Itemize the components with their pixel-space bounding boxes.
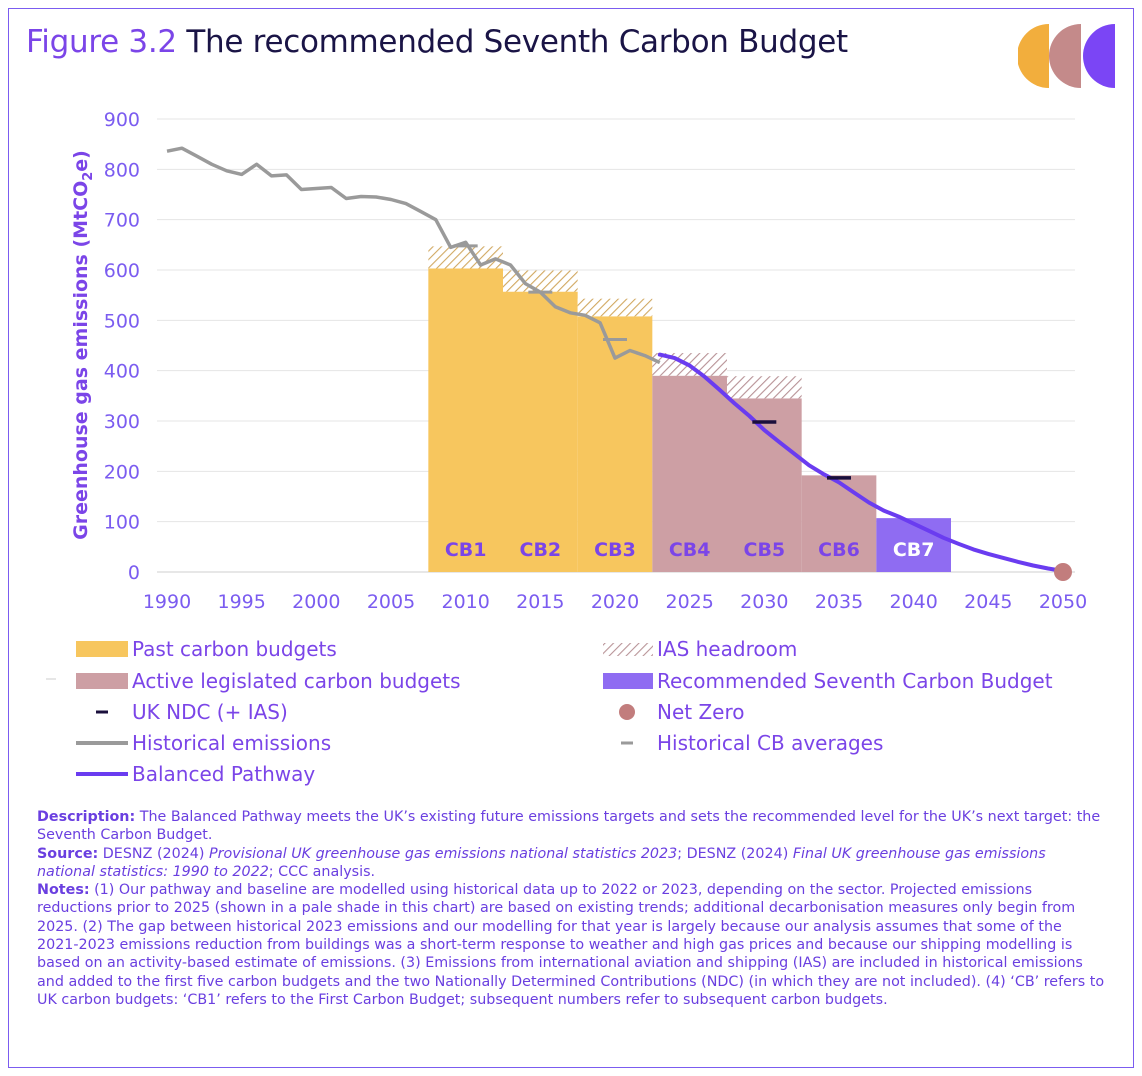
source-paragraph: Source: DESNZ (2024) Provisional UK gree… xyxy=(37,845,1046,880)
legend xyxy=(46,641,653,776)
y-tick-label: 100 xyxy=(104,512,140,534)
x-tick-label: 2010 xyxy=(441,591,489,613)
legend-label-past: Past carbon budgets xyxy=(132,637,337,661)
cb-label-cb4: CB4 xyxy=(669,539,711,561)
y-axis-label: Greenhouse gas emissions (MtCO2e) xyxy=(70,150,96,540)
y-tick-label: 300 xyxy=(104,411,140,433)
y-tick-label: 0 xyxy=(128,562,140,584)
x-tick-label: 2020 xyxy=(591,591,639,613)
cb-label-cb1: CB1 xyxy=(445,539,487,561)
x-tick-label: 2005 xyxy=(367,591,415,613)
budget-bar-cb7 xyxy=(876,518,951,572)
x-tick-label: 2000 xyxy=(292,591,340,613)
legend-label-active: Active legislated carbon budgets xyxy=(132,669,461,693)
headroom-cb1 xyxy=(428,246,503,269)
cb-label-cb3: CB3 xyxy=(594,539,636,561)
budget-bar-cb5 xyxy=(727,398,802,572)
figure-title: Figure 3.2 The recommended Seventh Carbo… xyxy=(26,24,848,60)
y-tick-label: 900 xyxy=(104,109,140,131)
legend-label-headroom: IAS headroom xyxy=(657,637,798,661)
ccc-logo xyxy=(1018,24,1115,88)
legend-swatch-net-zero xyxy=(619,704,635,720)
headroom-cb3 xyxy=(577,298,653,317)
legend-label-ndc: UK NDC (+ IAS) xyxy=(132,700,288,724)
x-tick-label: 2025 xyxy=(665,591,713,613)
legend-swatch-headroom xyxy=(603,643,653,656)
legend-swatch-past xyxy=(76,641,128,657)
x-tick-label: 2040 xyxy=(889,591,937,613)
y-tick-label: 800 xyxy=(104,159,140,181)
balanced-pathway-line xyxy=(657,352,1065,573)
logo-shape-3 xyxy=(1083,24,1115,88)
cb-label-cb6: CB6 xyxy=(818,539,860,561)
budget-bar-cb2 xyxy=(503,291,578,572)
y-tick-label: 400 xyxy=(104,361,140,383)
cb-label-cb2: CB2 xyxy=(520,539,562,561)
legend-label-pathway: Balanced Pathway xyxy=(132,762,316,786)
carbon-budget-labels: CB1 CB2 CB3 CB4 CB5 CB6 CB7 xyxy=(445,539,935,561)
historical-emissions-line xyxy=(166,146,661,365)
legend-swatch-recommended xyxy=(603,673,653,689)
figure-notes: Description: The Balanced Pathway meets … xyxy=(37,808,1107,1009)
cb-label-cb7: CB7 xyxy=(893,539,935,561)
x-tick-label: 2045 xyxy=(964,591,1012,613)
y-tick-label: 700 xyxy=(104,210,140,232)
y-tick-label: 200 xyxy=(104,461,140,483)
description-paragraph: Description: The Balanced Pathway meets … xyxy=(37,809,1101,844)
x-tick-label: 2035 xyxy=(815,591,863,613)
x-tick-label: 2050 xyxy=(1039,591,1087,613)
y-tick-label: 500 xyxy=(104,310,140,332)
x-tick-label: 1990 xyxy=(143,591,191,613)
cb-label-cb5: CB5 xyxy=(744,539,786,561)
y-tick-labels: 0 100 200 300 400 500 600 700 800 900 xyxy=(104,109,140,584)
legend-label-recommended: Recommended Seventh Carbon Budget xyxy=(657,669,1053,693)
figure-number: Figure 3.2 xyxy=(26,24,177,60)
headroom-cb5 xyxy=(727,376,802,399)
legend-swatch-active xyxy=(76,673,128,689)
budget-bar-cb6 xyxy=(801,475,877,572)
grid-lines xyxy=(157,118,1075,573)
emissions-chart: 0 100 200 300 400 500 600 700 800 900 1990 1995 200… xyxy=(46,109,1087,776)
net-zero-point xyxy=(1054,563,1072,581)
x-tick-label: 2030 xyxy=(740,591,788,613)
y-tick-label: 600 xyxy=(104,260,140,282)
budget-bar-cb1 xyxy=(428,268,503,572)
x-tick-label: 2015 xyxy=(516,591,564,613)
headroom-cb2 xyxy=(503,270,578,292)
carbon-budget-bars xyxy=(428,246,951,572)
x-tick-labels: 1990 1995 2000 2005 2010 2015 2020 2025 2030 2035… xyxy=(143,591,1087,613)
x-tick-label: 1995 xyxy=(217,591,265,613)
legend-label-historical: Historical emissions xyxy=(132,731,332,755)
figure-title-text: The recommended Seventh Carbon Budget xyxy=(186,24,848,60)
legend-label-net-zero: Net Zero xyxy=(657,700,745,724)
logo-shape-2 xyxy=(1049,24,1081,88)
legend-label-cb-avg: Historical CB averages xyxy=(657,731,884,755)
series-lines xyxy=(166,146,1072,581)
budget-bar-cb4 xyxy=(652,375,727,572)
notes-paragraph: Notes: (1) Our pathway and baseline are … xyxy=(37,882,1105,1008)
logo-shape-1 xyxy=(1018,24,1049,88)
